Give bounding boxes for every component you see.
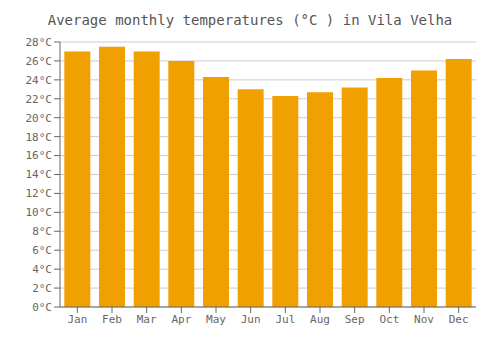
- svg-text:Jan: Jan: [67, 313, 87, 326]
- svg-text:14°C: 14°C: [26, 168, 53, 181]
- svg-text:Apr: Apr: [171, 313, 191, 326]
- svg-text:16°C: 16°C: [26, 149, 53, 162]
- svg-text:Oct: Oct: [379, 313, 399, 326]
- svg-text:Mar: Mar: [137, 313, 157, 326]
- svg-text:24°C: 24°C: [26, 74, 53, 87]
- svg-text:Nov: Nov: [414, 313, 434, 326]
- svg-text:28°C: 28°C: [26, 36, 53, 49]
- svg-text:12°C: 12°C: [26, 187, 53, 200]
- svg-text:6°C: 6°C: [32, 244, 52, 257]
- svg-text:26°C: 26°C: [26, 55, 53, 68]
- svg-text:Jul: Jul: [275, 313, 295, 326]
- svg-text:Aug: Aug: [310, 313, 330, 326]
- svg-text:Dec: Dec: [449, 313, 469, 326]
- svg-text:10°C: 10°C: [26, 206, 53, 219]
- svg-text:0°C: 0°C: [32, 301, 52, 314]
- svg-text:22°C: 22°C: [26, 93, 53, 106]
- svg-text:Jun: Jun: [241, 313, 261, 326]
- html-text:Average monthly temperatures (: Average monthly temperatures (°C ) in Vi…: [47, 12, 453, 28]
- svg-text:20°C: 20°C: [26, 112, 53, 125]
- svg-text:18°C: 18°C: [26, 131, 53, 144]
- svg-text:8°C: 8°C: [32, 225, 52, 238]
- svg-text:Sep: Sep: [345, 313, 365, 326]
- svg-text:4°C: 4°C: [32, 263, 52, 276]
- svg-text:May: May: [206, 313, 226, 326]
- svg-text:2°C: 2°C: [32, 282, 52, 295]
- svg-text:Feb: Feb: [102, 313, 122, 326]
